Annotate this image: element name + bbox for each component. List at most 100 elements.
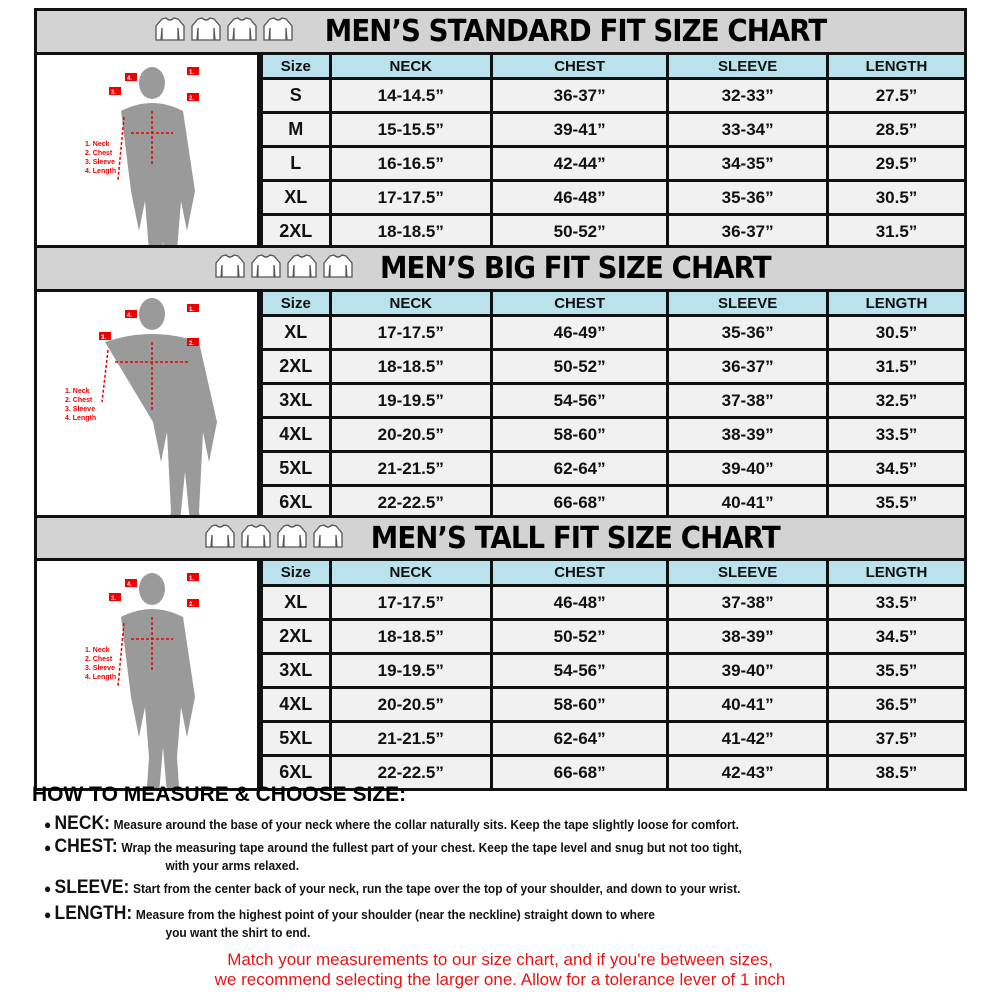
sweatshirt-icon (203, 523, 237, 554)
chart-header: MEN’S STANDARD FIT SIZE CHART (37, 11, 964, 55)
value-cell: 18-18.5” (331, 216, 490, 247)
measure-legend: 1. Neck 2. Chest 3. Sleeve 4. Length (85, 140, 116, 176)
sweatshirt-icon (213, 253, 247, 284)
table-row: M 15-15.5” 39-41” 33-34” 28.5” (263, 114, 964, 145)
value-cell: 34-35” (669, 148, 826, 179)
value-cell: 35-36” (669, 317, 826, 348)
value-cell: 46-48” (492, 587, 667, 618)
apparel-icons (153, 16, 295, 47)
size-cell: 5XL (263, 453, 329, 484)
size-table: Size NECK CHEST SLEEVE LENGTH XL 17-17.5” 46-48… (260, 558, 967, 791)
value-cell: 58-60” (492, 689, 667, 720)
longsleeve-icon (321, 253, 355, 284)
value-cell: 38-39” (669, 419, 826, 450)
table-row: 6XL 22-22.5” 66-68” 42-43” 38.5” (263, 757, 964, 788)
hoodie-icon (225, 16, 259, 47)
body-figure-icon: 1. 2. 3. 4. (109, 67, 199, 247)
item-text: Wrap the measuring tape around the fulle… (121, 840, 742, 855)
value-cell: 36-37” (669, 216, 826, 247)
table-row: 2XL 18-18.5” 50-52” 36-37” 31.5” (263, 351, 964, 382)
legend-item: 2. Chest (65, 397, 93, 404)
value-cell: 62-64” (492, 723, 667, 754)
tall-fit-size-chart: MEN’S TALL FIT SIZE CHART 1. 2. 3. 4. 1.… (34, 515, 967, 791)
big-fit-size-chart: MEN’S BIG FIT SIZE CHART 1. 2. 3. 4. 1. … (34, 245, 967, 521)
legend-item: 4. Length (85, 168, 117, 175)
value-cell: 17-17.5” (331, 317, 490, 348)
value-cell: 22-22.5” (331, 757, 490, 788)
item-key: LENGTH: (54, 903, 133, 924)
column-header-size: Size (263, 561, 329, 584)
table-row: 5XL 21-21.5” 62-64” 41-42” 37.5” (263, 723, 964, 754)
value-cell: 21-21.5” (331, 453, 490, 484)
hoodie-icon (275, 523, 309, 554)
measure-legend: 1. Neck 2. Chest 3. Sleeve 4. Length (85, 646, 116, 682)
size-cell: S (263, 80, 329, 111)
size-table: Size NECK CHEST SLEEVE LENGTH XL 17-17.5” 46-49… (260, 289, 967, 521)
table-row: 2XL 18-18.5” 50-52” 36-37” 31.5” (263, 216, 964, 247)
marker-4: 4. (127, 313, 132, 319)
value-cell: 21-21.5” (331, 723, 490, 754)
column-header-sleeve: SLEEVE (669, 561, 826, 584)
measurement-figure: 1. 2. 3. 4. 1. Neck 2. Chest 3. Sleeve 4. L… (37, 55, 257, 247)
value-cell: 36-37” (492, 80, 667, 111)
marker-1: 1. (189, 307, 194, 313)
size-cell: 4XL (263, 419, 329, 450)
legend-item: 1. Neck (65, 388, 90, 395)
value-cell: 62-64” (492, 453, 667, 484)
value-cell: 42-43” (669, 757, 826, 788)
size-cell: 2XL (263, 621, 329, 652)
value-cell: 15-15.5” (331, 114, 490, 145)
marker-2: 2. (189, 341, 194, 347)
value-cell: 50-52” (492, 621, 667, 652)
legend-item: 1. Neck (85, 647, 110, 654)
value-cell: 37-38” (669, 385, 826, 416)
how-to-measure-title: HOW TO MEASURE & CHOOSE SIZE: (32, 783, 407, 806)
marker-4: 4. (127, 582, 132, 588)
tolerance-note: Match your measurements to our size char… (214, 950, 786, 989)
marker-3: 3. (101, 335, 106, 341)
size-table: Size NECK CHEST SLEEVE LENGTH S 14-14.5” 36-37”… (260, 52, 967, 250)
value-cell: 40-41” (669, 689, 826, 720)
value-cell: 58-60” (492, 419, 667, 450)
value-cell: 36.5” (828, 689, 964, 720)
size-cell: 3XL (263, 655, 329, 686)
size-cell: 5XL (263, 723, 329, 754)
value-cell: 50-52” (492, 351, 667, 382)
legend-item: 3. Sleeve (85, 159, 115, 166)
value-cell: 37-38” (669, 587, 826, 618)
value-cell: 66-68” (492, 757, 667, 788)
table-row: 3XL 19-19.5” 54-56” 37-38” 32.5” (263, 385, 964, 416)
size-cell: XL (263, 587, 329, 618)
value-cell: 20-20.5” (331, 689, 490, 720)
item-key: CHEST: (54, 836, 118, 857)
value-cell: 30.5” (828, 182, 964, 213)
hoodie-icon (285, 253, 319, 284)
legend-item: 1. Neck (85, 141, 110, 148)
table-row: L 16-16.5” 42-44” 34-35” 29.5” (263, 148, 964, 179)
value-cell: 35.5” (828, 655, 964, 686)
item-key: NECK: (54, 813, 110, 834)
size-cell: M (263, 114, 329, 145)
standard-fit-size-chart: MEN’S STANDARD FIT SIZE CHART 1. 2. 3. 4… (34, 8, 967, 250)
value-cell: 20-20.5” (331, 419, 490, 450)
tshirt-icon (249, 253, 283, 284)
column-header-neck: NECK (331, 292, 490, 314)
chart-header: MEN’S BIG FIT SIZE CHART (37, 248, 964, 292)
value-cell: 22-22.5” (331, 487, 490, 518)
sweatshirt-icon (153, 16, 187, 47)
value-cell: 35.5” (828, 487, 964, 518)
marker-4: 4. (127, 76, 132, 82)
value-cell: 33.5” (828, 419, 964, 450)
apparel-icons (213, 253, 355, 284)
measurement-figure: 1. 2. 3. 4. 1. Neck 2. Chest 3. Sleeve 4. L… (37, 292, 257, 518)
value-cell: 34.5” (828, 453, 964, 484)
legend-item: 4. Length (85, 674, 117, 681)
value-cell: 17-17.5” (331, 182, 490, 213)
item-text: Measure from the highest point of your s… (135, 907, 655, 922)
value-cell: 37.5” (828, 723, 964, 754)
value-cell: 33.5” (828, 587, 964, 618)
value-cell: 42-44” (492, 148, 667, 179)
body-figure-icon: 1. 2. 3. 4. (109, 573, 199, 788)
tshirt-icon (189, 16, 223, 47)
table-row: XL 17-17.5” 46-48” 37-38” 33.5” (263, 587, 964, 618)
